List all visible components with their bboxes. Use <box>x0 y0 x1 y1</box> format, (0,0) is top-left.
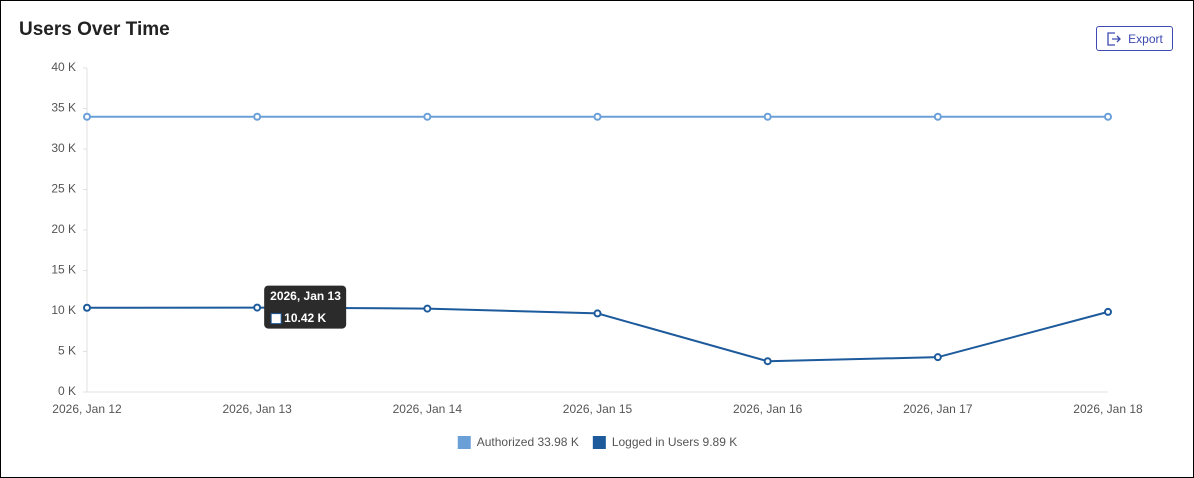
point <box>933 112 942 121</box>
tooltip-box <box>264 285 347 329</box>
legend-swatch <box>592 436 606 449</box>
point <box>253 112 262 121</box>
tooltip-value: 10.42 K <box>284 311 326 325</box>
point <box>593 309 602 318</box>
legend-swatch <box>457 436 471 449</box>
x-tick-label: 2026, Jan 18 <box>1073 402 1143 416</box>
export-button[interactable]: Export <box>1096 26 1173 51</box>
x-tick-label: 2026, Jan 17 <box>903 402 973 416</box>
y-tick-label: 15 K <box>51 263 76 277</box>
panel-title: Users Over Time <box>19 19 170 40</box>
x-tick-label: 2026, Jan 15 <box>563 402 633 416</box>
export-label: Export <box>1128 31 1163 46</box>
y-tick-label: 40 K <box>51 60 76 74</box>
tooltip-title: 2026, Jan 13 <box>270 289 341 303</box>
y-tick-label: 10 K <box>51 303 76 317</box>
point <box>933 353 942 362</box>
y-tick-label: 35 K <box>51 101 76 115</box>
point <box>423 304 432 313</box>
x-tick-label: 2026, Jan 12 <box>52 402 122 416</box>
y-tick-label: 0 K <box>58 384 76 398</box>
tooltip-swatch <box>270 313 282 325</box>
point <box>83 303 91 312</box>
y-tick-label: 30 K <box>51 141 76 155</box>
legend-label: Authorized 33.98 K <box>477 435 579 449</box>
point <box>593 112 602 121</box>
export-icon <box>1107 31 1122 46</box>
x-tick-label: 2026, Jan 13 <box>222 402 292 416</box>
point <box>763 112 772 121</box>
x-tick-label: 2026, Jan 14 <box>393 402 463 416</box>
y-tick-label: 5 K <box>58 344 76 358</box>
legend: Authorized 33.98 K Logged in Users 9.89 K <box>457 435 737 449</box>
point <box>1104 112 1112 121</box>
y-tick-label: 25 K <box>51 182 76 196</box>
x-tick-label: 2026, Jan 16 <box>733 402 803 416</box>
point <box>83 112 91 121</box>
point <box>763 357 772 366</box>
y-tick-label: 20 K <box>51 222 76 236</box>
tooltip: 2026, Jan 13 10.42 K <box>264 285 347 329</box>
point <box>423 112 432 121</box>
point <box>253 303 262 312</box>
point <box>1104 307 1112 316</box>
legend-label: Logged in Users 9.89 K <box>612 435 737 449</box>
